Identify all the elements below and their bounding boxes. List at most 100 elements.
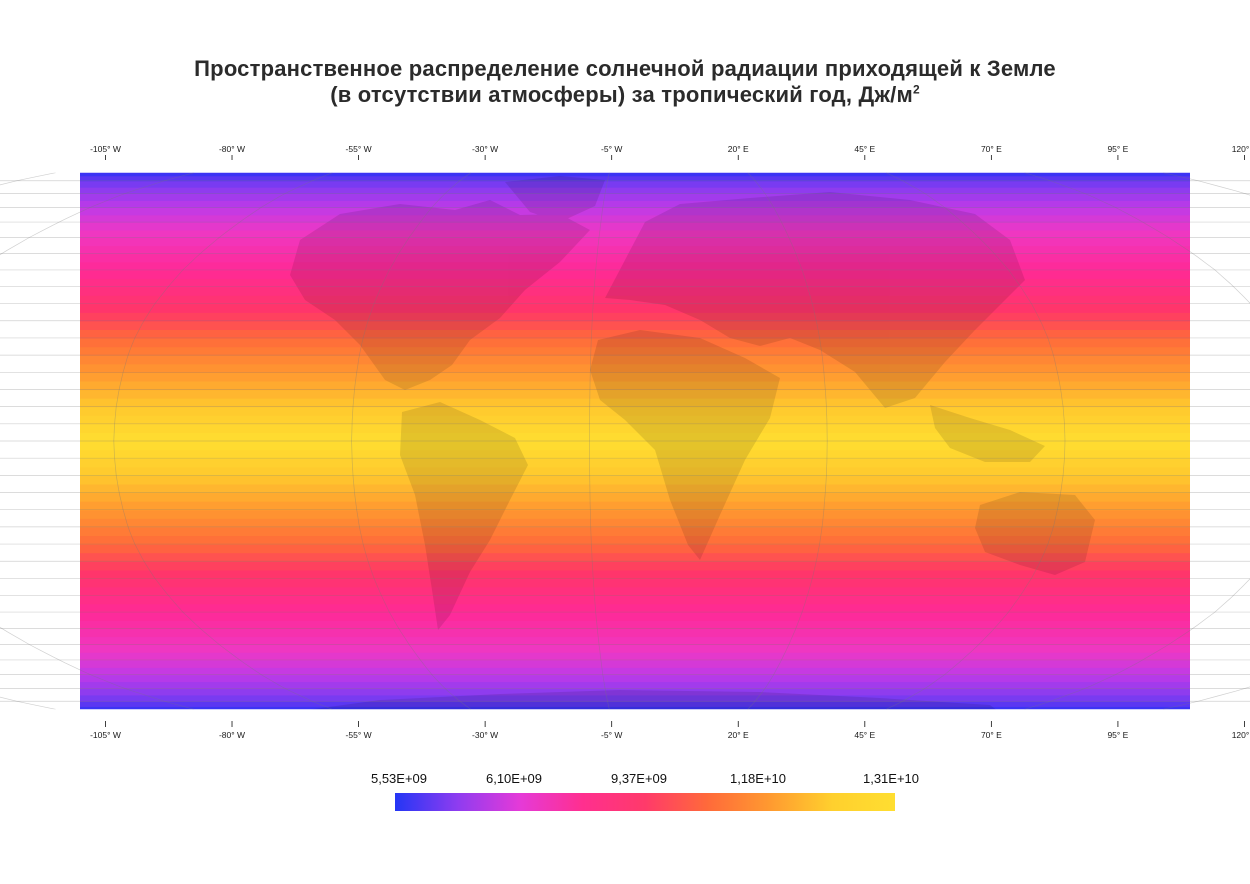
southeast-asia-shape: [930, 405, 1045, 462]
latitude-band: [80, 278, 1190, 288]
latitude-band: [80, 652, 1190, 661]
meridian-line: [0, 172, 195, 710]
latitude-band: [80, 535, 1190, 545]
longitude-label-bottom: -55° W: [346, 730, 372, 740]
latitude-band: [80, 715, 1190, 719]
longitude-label-top: -30° W: [472, 144, 498, 154]
longitude-label-bottom: -5° W: [601, 730, 622, 740]
latitude-band: [80, 674, 1190, 683]
longitude-label-top: 95° E: [1107, 144, 1128, 154]
longitude-label-top: 45° E: [854, 144, 875, 154]
latitude-band: [80, 688, 1190, 696]
latitude-band: [80, 518, 1190, 528]
meridian-line: [351, 172, 472, 710]
graticule-labels: -180°-180°-155° W-155° W-130° W-130° W-1…: [90, 144, 1250, 740]
australia-shape: [975, 492, 1095, 575]
latitude-band: [80, 475, 1190, 485]
map-title-line2: (в отсутствии атмосферы) за тропический …: [0, 82, 1250, 108]
latitude-band: [80, 509, 1190, 519]
longitude-label-bottom: 120° E: [1232, 730, 1250, 740]
radiation-latitude-bands: [80, 164, 1190, 719]
latitude-band: [80, 578, 1190, 588]
longitude-label-top: 70° E: [981, 144, 1002, 154]
latitude-band: [80, 544, 1190, 554]
legend-label-max: 1,31E+10: [862, 771, 920, 786]
latitude-band: [80, 164, 1190, 168]
latitude-band: [80, 187, 1190, 194]
latitude-band: [80, 167, 1190, 171]
latitude-band: [80, 372, 1190, 382]
latitude-band: [80, 180, 1190, 188]
latitude-band: [80, 612, 1190, 621]
latitude-band: [80, 706, 1190, 710]
meridian-line: [1024, 172, 1250, 710]
latitude-band: [80, 222, 1190, 231]
continents-shading: [270, 176, 1095, 710]
legend-label-3: 9,37E+09: [610, 771, 668, 786]
latitude-band: [80, 229, 1190, 239]
color-scale-bar: [395, 793, 895, 811]
longitude-label-top: -5° W: [601, 144, 622, 154]
eurasia-shape: [605, 192, 1025, 408]
latitude-band: [80, 569, 1190, 579]
latitude-band: [80, 261, 1190, 271]
latitude-band: [80, 552, 1190, 562]
latitude-band: [80, 237, 1190, 247]
latitude-band: [80, 312, 1190, 322]
latitude-band: [80, 423, 1190, 433]
north-america-shape: [290, 200, 590, 390]
greenland-shape: [505, 176, 605, 222]
latitude-band: [80, 286, 1190, 296]
latitude-band: [80, 595, 1190, 605]
legend-label-min: 5,53E+09: [370, 771, 428, 786]
latitude-band: [80, 501, 1190, 511]
latitude-band: [80, 701, 1190, 707]
graticule: [0, 172, 1250, 710]
latitude-band: [80, 603, 1190, 613]
latitude-band: [80, 526, 1190, 537]
meridian-line: [885, 172, 1066, 710]
africa-shape: [590, 330, 780, 560]
latitude-band: [80, 432, 1190, 442]
longitude-label-bottom: -30° W: [472, 730, 498, 740]
latitude-band: [80, 586, 1190, 596]
longitude-label-bottom: 20° E: [728, 730, 749, 740]
latitude-band: [80, 681, 1190, 690]
longitude-label-bottom: 70° E: [981, 730, 1002, 740]
latitude-band: [80, 441, 1190, 451]
latitude-band: [80, 492, 1190, 502]
latitude-band: [80, 269, 1190, 279]
longitude-label-top: -55° W: [346, 144, 372, 154]
latitude-band: [80, 389, 1190, 399]
latitude-band: [80, 644, 1190, 653]
legend-label-4: 1,18E+10: [729, 771, 787, 786]
latitude-band: [80, 214, 1190, 223]
map-title-line1: Пространственное распределение солнечной…: [194, 56, 1056, 81]
longitude-label-bottom: -80° W: [219, 730, 245, 740]
latitude-band: [80, 415, 1190, 425]
latitude-band: [80, 172, 1190, 177]
south-america-shape: [400, 402, 528, 630]
latitude-band: [80, 175, 1190, 182]
longitude-label-top: 120° E: [1232, 144, 1250, 154]
latitude-band: [80, 245, 1190, 255]
latitude-band: [80, 320, 1190, 330]
meridian-line: [747, 172, 828, 710]
longitude-label-bottom: 95° E: [1107, 730, 1128, 740]
meridian-line: [113, 172, 333, 710]
legend-label-2: 6,10E+09: [485, 771, 543, 786]
latitude-band: [80, 355, 1190, 365]
latitude-band: [80, 620, 1190, 630]
latitude-band: [80, 458, 1190, 468]
latitude-band: [80, 711, 1190, 715]
map-title-unit-superscript: 2: [912, 82, 920, 97]
latitude-band: [80, 667, 1190, 676]
antarctica-shape: [270, 690, 1010, 710]
latitude-band: [80, 398, 1190, 408]
latitude-band: [80, 659, 1190, 668]
latitude-band: [80, 483, 1190, 494]
latitude-band: [80, 338, 1190, 348]
latitude-band: [80, 561, 1190, 571]
latitude-band: [80, 466, 1190, 476]
latitude-band: [80, 363, 1190, 373]
